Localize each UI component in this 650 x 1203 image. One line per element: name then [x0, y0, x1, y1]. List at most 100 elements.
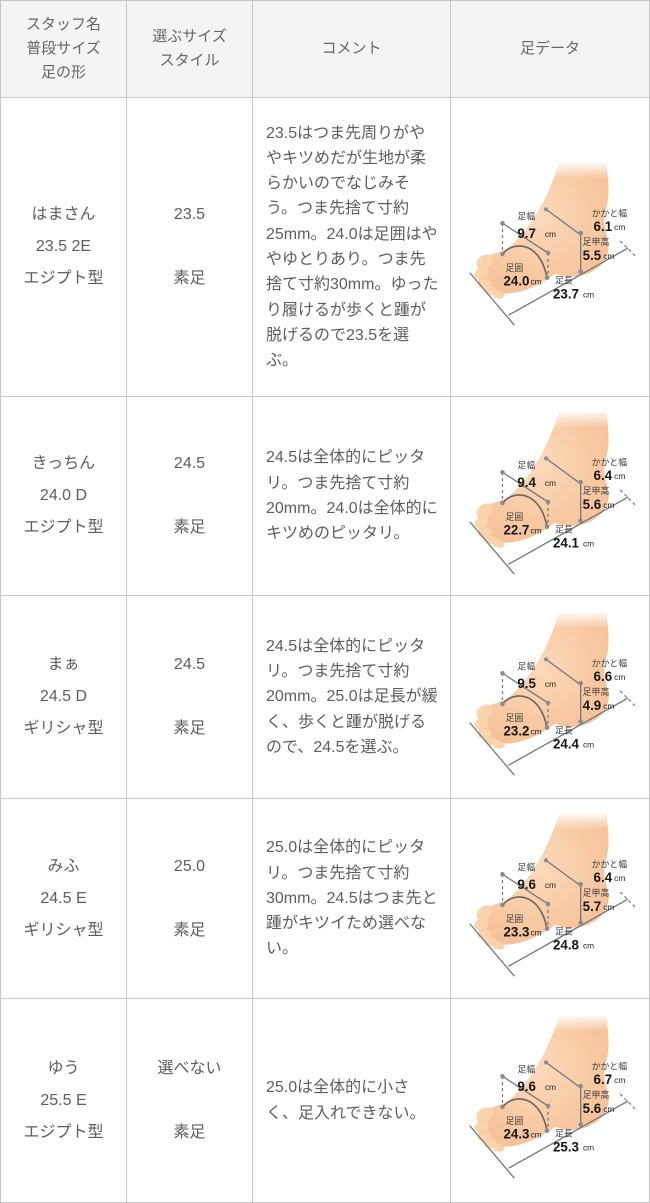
foot-length-label: 足長 [555, 275, 573, 285]
heel-width-line [545, 1061, 581, 1088]
table-row: ゆう 25.5 E エジプト型 選べない 素足 25.0は全体的に小さく、足入れ… [1, 999, 649, 1202]
toe [474, 267, 490, 279]
toe-nail [475, 721, 481, 726]
foot-data-cell: 足幅 9.4 cm かかと幅 6.4 cm 足甲高 5.6 cm 足囲 22.7cm … [451, 397, 649, 596]
measure-dot [500, 701, 505, 706]
measure-dot [544, 858, 549, 863]
foot-length-label: 足長 [555, 927, 573, 937]
comment-cell: 25.0は全体的にピッタリ。つま先捨て寸約30mm。24.5はつま先と踵がキツイ… [253, 799, 451, 999]
measure-dot [545, 901, 551, 907]
toe-nail [476, 707, 483, 713]
heel-width-value: 6.7 cm [594, 1072, 626, 1087]
staff-name-cell: きっちん 24.0 D エジプト型 [1, 397, 127, 596]
foot-girth-arc [501, 694, 548, 728]
foot-length-line [508, 246, 629, 316]
heel-width-label: かかと幅 [592, 456, 628, 467]
measure-dot [578, 230, 583, 235]
instep-height-label: 足甲高 [583, 887, 610, 898]
heel-width-label: かかと幅 [592, 1060, 628, 1071]
measure-dot [500, 902, 505, 908]
measure-dot [544, 523, 550, 529]
toe [474, 717, 490, 729]
foot-shape [477, 1015, 609, 1147]
toe-nail [475, 271, 481, 276]
chosen-size-cell: 24.5 素足 [127, 596, 253, 799]
comment-cell: 24.5は全体的にピッタリ。つま先捨て寸約20mm。25.0は足長が緩く、歩くと… [253, 596, 451, 799]
measure-dot [578, 1083, 583, 1089]
measure-dot [545, 700, 551, 705]
measure-dot [500, 220, 505, 226]
foot-girth-label: 足囲 [505, 262, 523, 272]
foot-length-left-tick [469, 923, 515, 977]
foot-width-label: 足幅 [517, 1063, 535, 1074]
foot-length-right-tick [619, 1093, 637, 1111]
toe-nail [493, 543, 498, 547]
foot-width-value: 9.6 cm [517, 877, 556, 892]
foot-girth-label: 足囲 [505, 712, 523, 722]
header-foot-data: 足データ [451, 1, 649, 98]
foot-shape [477, 162, 609, 294]
staff-name-cell: まぁ 24.5 D ギリシャ型 [1, 596, 127, 799]
foot-girth-value: 22.7cm [503, 522, 541, 537]
foot-shape [477, 612, 609, 744]
foot-width-value: 9.5 cm [517, 676, 556, 691]
toe [474, 516, 490, 528]
foot-width-value: 9.4 cm [517, 475, 556, 490]
measure-dot [500, 469, 505, 475]
measure-dot [500, 670, 505, 676]
foot-width-line [502, 222, 549, 253]
foot-length-line [508, 696, 629, 766]
foot-width-line [502, 672, 549, 703]
foot-girth-arc [501, 493, 548, 527]
foot-measurement-diagram: 足幅 9.7 cm かかと幅 6.1 cm 足甲高 5.5 cm 足囲 24.0cm … [469, 160, 637, 326]
measure-dot [545, 1103, 551, 1109]
measure-dot [500, 1104, 505, 1110]
foot-length-label: 足長 [555, 725, 573, 735]
instep-height-label: 足甲高 [583, 236, 610, 247]
foot-girth-label: 足囲 [505, 511, 523, 521]
header-staff: スタッフ名 普段サイズ 足の形 [1, 1, 127, 98]
table-row: きっちん 24.0 D エジプト型 24.5 素足 24.5は全体的にピッタリ。… [1, 397, 649, 596]
foot-length-right-tick [619, 891, 637, 909]
measure-dot [578, 1122, 583, 1128]
foot-width-label: 足幅 [517, 660, 535, 671]
foot-length-line [508, 495, 629, 565]
table-row: はまさん 23.5 2E エジプト型 23.5 素足 23.5はつま先周りがやや… [1, 98, 649, 397]
foot-width-line [502, 873, 549, 905]
foot-length-left-tick [469, 520, 515, 575]
comment-cell: 24.5は全体的にピッタリ。つま先捨て寸約20mm。24.0は全体的にキツめのピ… [253, 397, 451, 596]
measure-dot [578, 680, 583, 685]
heel-width-value: 6.4 cm [594, 870, 626, 885]
toe [476, 503, 493, 518]
heel-width-value: 6.4 cm [594, 468, 626, 483]
comment-cell: 25.0は全体的に小さく、足入れできない。 [253, 999, 451, 1202]
heel-width-label: かかと幅 [592, 657, 628, 668]
staff-name-cell: はまさん 23.5 2E エジプト型 [1, 98, 127, 397]
heel-width-line [545, 457, 581, 484]
foot-measurement-diagram: 足幅 9.6 cm かかと幅 6.4 cm 足甲高 5.7 cm 足囲 23.3cm … [469, 811, 637, 977]
measure-dot [544, 926, 550, 931]
heel-width-line [545, 859, 581, 886]
chosen-size-cell: 23.5 素足 [127, 98, 253, 397]
toe [474, 919, 490, 931]
foot-girth-value: 24.0cm [503, 273, 541, 288]
measure-dot [500, 251, 505, 256]
measure-dot [578, 268, 583, 274]
toe-nail [476, 909, 483, 915]
foot-width-value: 9.6 cm [517, 1079, 556, 1094]
leg-top-fade [547, 1013, 611, 1032]
table-row: みふ 24.5 E ギリシャ型 25.0 素足 25.0は全体的にピッタリ。つま… [1, 799, 649, 999]
measure-dot [545, 499, 551, 504]
staff-name-cell: ゆう 25.5 E エジプト型 [1, 999, 127, 1202]
toe [476, 254, 493, 269]
toe [476, 905, 493, 921]
measure-dot [544, 206, 549, 211]
measure-dot [500, 500, 505, 505]
foot-length-left-tick [469, 1125, 515, 1179]
foot-shape [477, 411, 609, 543]
heel-width-value: 6.6 cm [594, 669, 626, 684]
toe-nail [475, 1124, 481, 1129]
toe [474, 1121, 490, 1133]
measure-dot [578, 920, 583, 926]
